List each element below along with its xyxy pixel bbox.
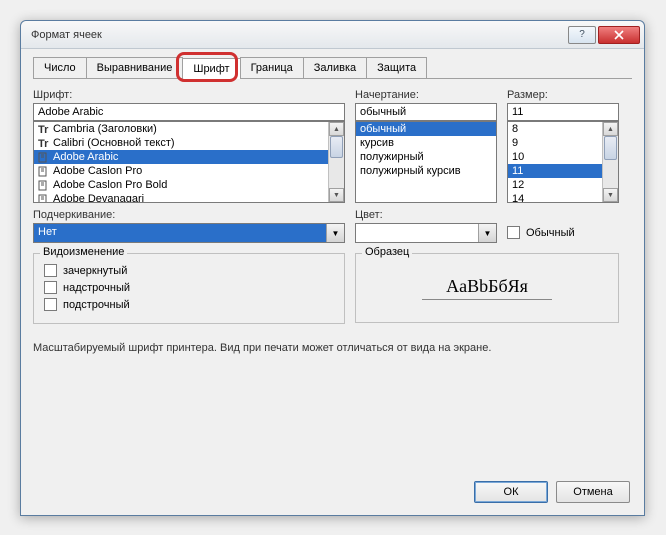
scroll-up-icon[interactable]: ▲ bbox=[603, 122, 618, 136]
scroll-thumb[interactable] bbox=[330, 136, 343, 158]
svg-text:Tr: Tr bbox=[38, 124, 49, 135]
scroll-down-icon[interactable]: ▼ bbox=[329, 188, 344, 202]
size-input[interactable] bbox=[507, 103, 619, 121]
list-item[interactable]: Adobe Caslon Pro bbox=[34, 164, 328, 178]
help-button[interactable]: ? bbox=[568, 26, 596, 44]
list-item[interactable]: 14 bbox=[508, 192, 602, 203]
list-item[interactable]: полужирный bbox=[356, 150, 496, 164]
effects-legend: Видоизменение bbox=[40, 246, 127, 258]
underline-dropdown[interactable]: Нет ▼ bbox=[33, 223, 345, 243]
list-item[interactable]: 9 bbox=[508, 136, 602, 150]
normal-font-checkbox[interactable]: Обычный bbox=[507, 226, 619, 239]
size-list[interactable]: 8910111214 ▲ ▼ bbox=[507, 121, 619, 203]
tab-border[interactable]: Граница bbox=[240, 57, 304, 78]
svg-text:Tr: Tr bbox=[38, 138, 49, 149]
close-button[interactable] bbox=[598, 26, 640, 44]
size-label: Размер: bbox=[507, 89, 619, 101]
style-input[interactable] bbox=[355, 103, 497, 121]
effect-checkbox[interactable]: подстрочный bbox=[44, 298, 334, 311]
style-list[interactable]: обычныйкурсивполужирныйполужирный курсив bbox=[355, 121, 497, 203]
list-item[interactable]: обычный bbox=[356, 122, 496, 136]
font-list[interactable]: TrCambria (Заголовки)TrCalibri (Основной… bbox=[33, 121, 345, 203]
tabs: Число Выравнивание Шрифт Граница Заливка… bbox=[33, 57, 632, 79]
effect-checkbox[interactable]: зачеркнутый bbox=[44, 264, 334, 277]
effects-fieldset: Видоизменение зачеркнутыйнадстрочныйподс… bbox=[33, 253, 345, 324]
style-label: Начертание: bbox=[355, 89, 497, 101]
normal-font-label: Обычный bbox=[526, 227, 575, 239]
list-item[interactable]: TrCalibri (Основной текст) bbox=[34, 136, 328, 150]
tab-alignment[interactable]: Выравнивание bbox=[86, 57, 184, 78]
checkbox-icon bbox=[44, 264, 57, 277]
chevron-down-icon: ▼ bbox=[326, 224, 344, 242]
checkbox-icon bbox=[44, 298, 57, 311]
list-item[interactable]: Adobe Caslon Pro Bold bbox=[34, 178, 328, 192]
list-item[interactable]: Adobe Arabic bbox=[34, 150, 328, 164]
tab-number[interactable]: Число bbox=[33, 57, 87, 78]
list-item[interactable]: TrCambria (Заголовки) bbox=[34, 122, 328, 136]
list-item[interactable]: курсив bbox=[356, 136, 496, 150]
tab-font[interactable]: Шрифт bbox=[182, 58, 240, 79]
color-dropdown[interactable]: ▼ bbox=[355, 223, 497, 243]
underline-label: Подчеркивание: bbox=[33, 209, 345, 221]
cancel-button[interactable]: Отмена bbox=[556, 481, 630, 503]
tab-protection[interactable]: Защита bbox=[366, 57, 427, 78]
sample-fieldset: Образец AaBbБбЯя bbox=[355, 253, 619, 323]
scroll-thumb[interactable] bbox=[604, 136, 617, 160]
checkbox-icon bbox=[44, 281, 57, 294]
font-label: Шрифт: bbox=[33, 89, 345, 101]
effect-checkbox[interactable]: надстрочный bbox=[44, 281, 334, 294]
color-value bbox=[356, 224, 478, 242]
window-title: Формат ячеек bbox=[31, 29, 568, 41]
chevron-down-icon: ▼ bbox=[478, 224, 496, 242]
underline-value: Нет bbox=[34, 224, 326, 242]
list-item[interactable]: 10 bbox=[508, 150, 602, 164]
format-cells-dialog: Формат ячеек ? Число Выравнивание Шрифт … bbox=[20, 20, 645, 516]
ok-button[interactable]: ОК bbox=[474, 481, 548, 503]
titlebar[interactable]: Формат ячеек ? bbox=[21, 21, 644, 49]
checkbox-icon bbox=[507, 226, 520, 239]
sample-text: AaBbБбЯя bbox=[422, 276, 552, 300]
scrollbar[interactable]: ▲ ▼ bbox=[602, 122, 618, 202]
font-input[interactable] bbox=[33, 103, 345, 121]
list-item[interactable]: 11 bbox=[508, 164, 602, 178]
scroll-up-icon[interactable]: ▲ bbox=[329, 122, 344, 136]
scroll-down-icon[interactable]: ▼ bbox=[603, 188, 618, 202]
hint-text: Масштабируемый шрифт принтера. Вид при п… bbox=[33, 342, 632, 354]
color-label: Цвет: bbox=[355, 209, 497, 221]
scrollbar[interactable]: ▲ ▼ bbox=[328, 122, 344, 202]
tab-fill[interactable]: Заливка bbox=[303, 57, 367, 78]
list-item[interactable]: полужирный курсив bbox=[356, 164, 496, 178]
list-item[interactable]: 12 bbox=[508, 178, 602, 192]
list-item[interactable]: 8 bbox=[508, 122, 602, 136]
list-item[interactable]: Adobe Devanagari bbox=[34, 192, 328, 203]
sample-legend: Образец bbox=[362, 246, 412, 258]
